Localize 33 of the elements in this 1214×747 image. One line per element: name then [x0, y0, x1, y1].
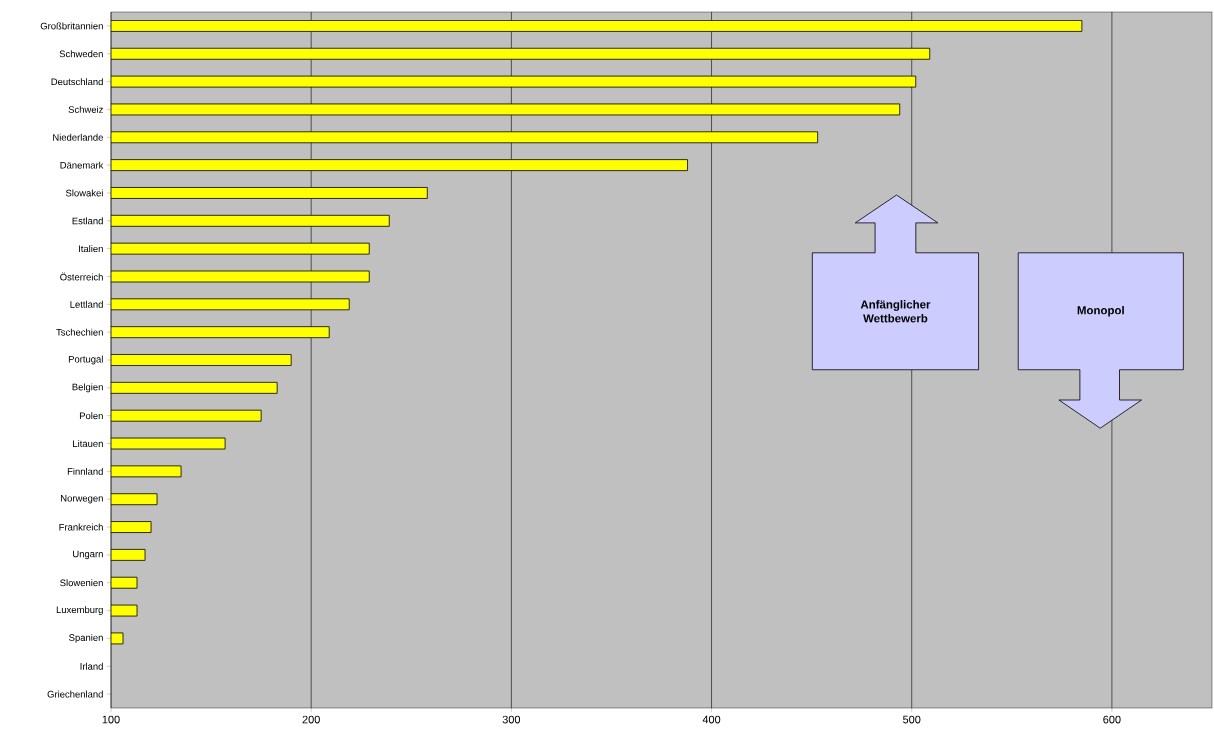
y-tick-label: Portugal: [68, 355, 103, 365]
x-tick-label: 300: [502, 715, 521, 724]
annotation: Anfänglicher Wettbewerb: [860, 300, 931, 323]
y-tick-label: Griechenland: [47, 690, 103, 698]
y-tick-label: Österreich: [60, 272, 103, 281]
y-tick-label: Slowenien: [60, 579, 103, 587]
annotation: Monopol: [1077, 305, 1124, 317]
y-tick-label: Schweiz: [68, 105, 103, 113]
y-tick-label: Polen: [79, 412, 103, 420]
y-tick-label: Norwegen: [61, 494, 103, 504]
y-tick-label: Estland: [72, 217, 103, 225]
y-tick-label: Italien: [79, 245, 103, 253]
x-tick-label: 200: [302, 715, 320, 724]
y-tick-label: Tschechien: [56, 328, 103, 336]
y-tick-label: Deutschland: [51, 78, 103, 86]
y-tick-label: Finnland: [67, 467, 103, 475]
y-tick-label: Ungarn: [73, 550, 103, 560]
x-tick-label: 400: [702, 715, 721, 724]
x-tick-label: 500: [903, 715, 921, 724]
y-tick-label: Litauen: [73, 440, 103, 447]
y-tick-label: Slowakei: [65, 189, 103, 197]
y-tick-label: Belgien: [72, 383, 103, 393]
y-tick-label: Frankreich: [59, 523, 103, 531]
y-tick-label: Schweden: [59, 50, 103, 58]
y-tick-label: Spanien: [69, 634, 103, 643]
y-tick-label: Dänemark: [60, 161, 104, 169]
y-tick-label: Luxemburg: [56, 606, 103, 615]
y-tick-label: Lettland: [70, 300, 103, 308]
x-tick-label: 100: [102, 715, 120, 724]
y-tick-label: Niederlande: [53, 133, 103, 141]
y-tick-label: Irland: [80, 662, 103, 670]
x-tick-label: 600: [1103, 715, 1121, 724]
y-tick-label: Großbritannien: [40, 22, 103, 30]
